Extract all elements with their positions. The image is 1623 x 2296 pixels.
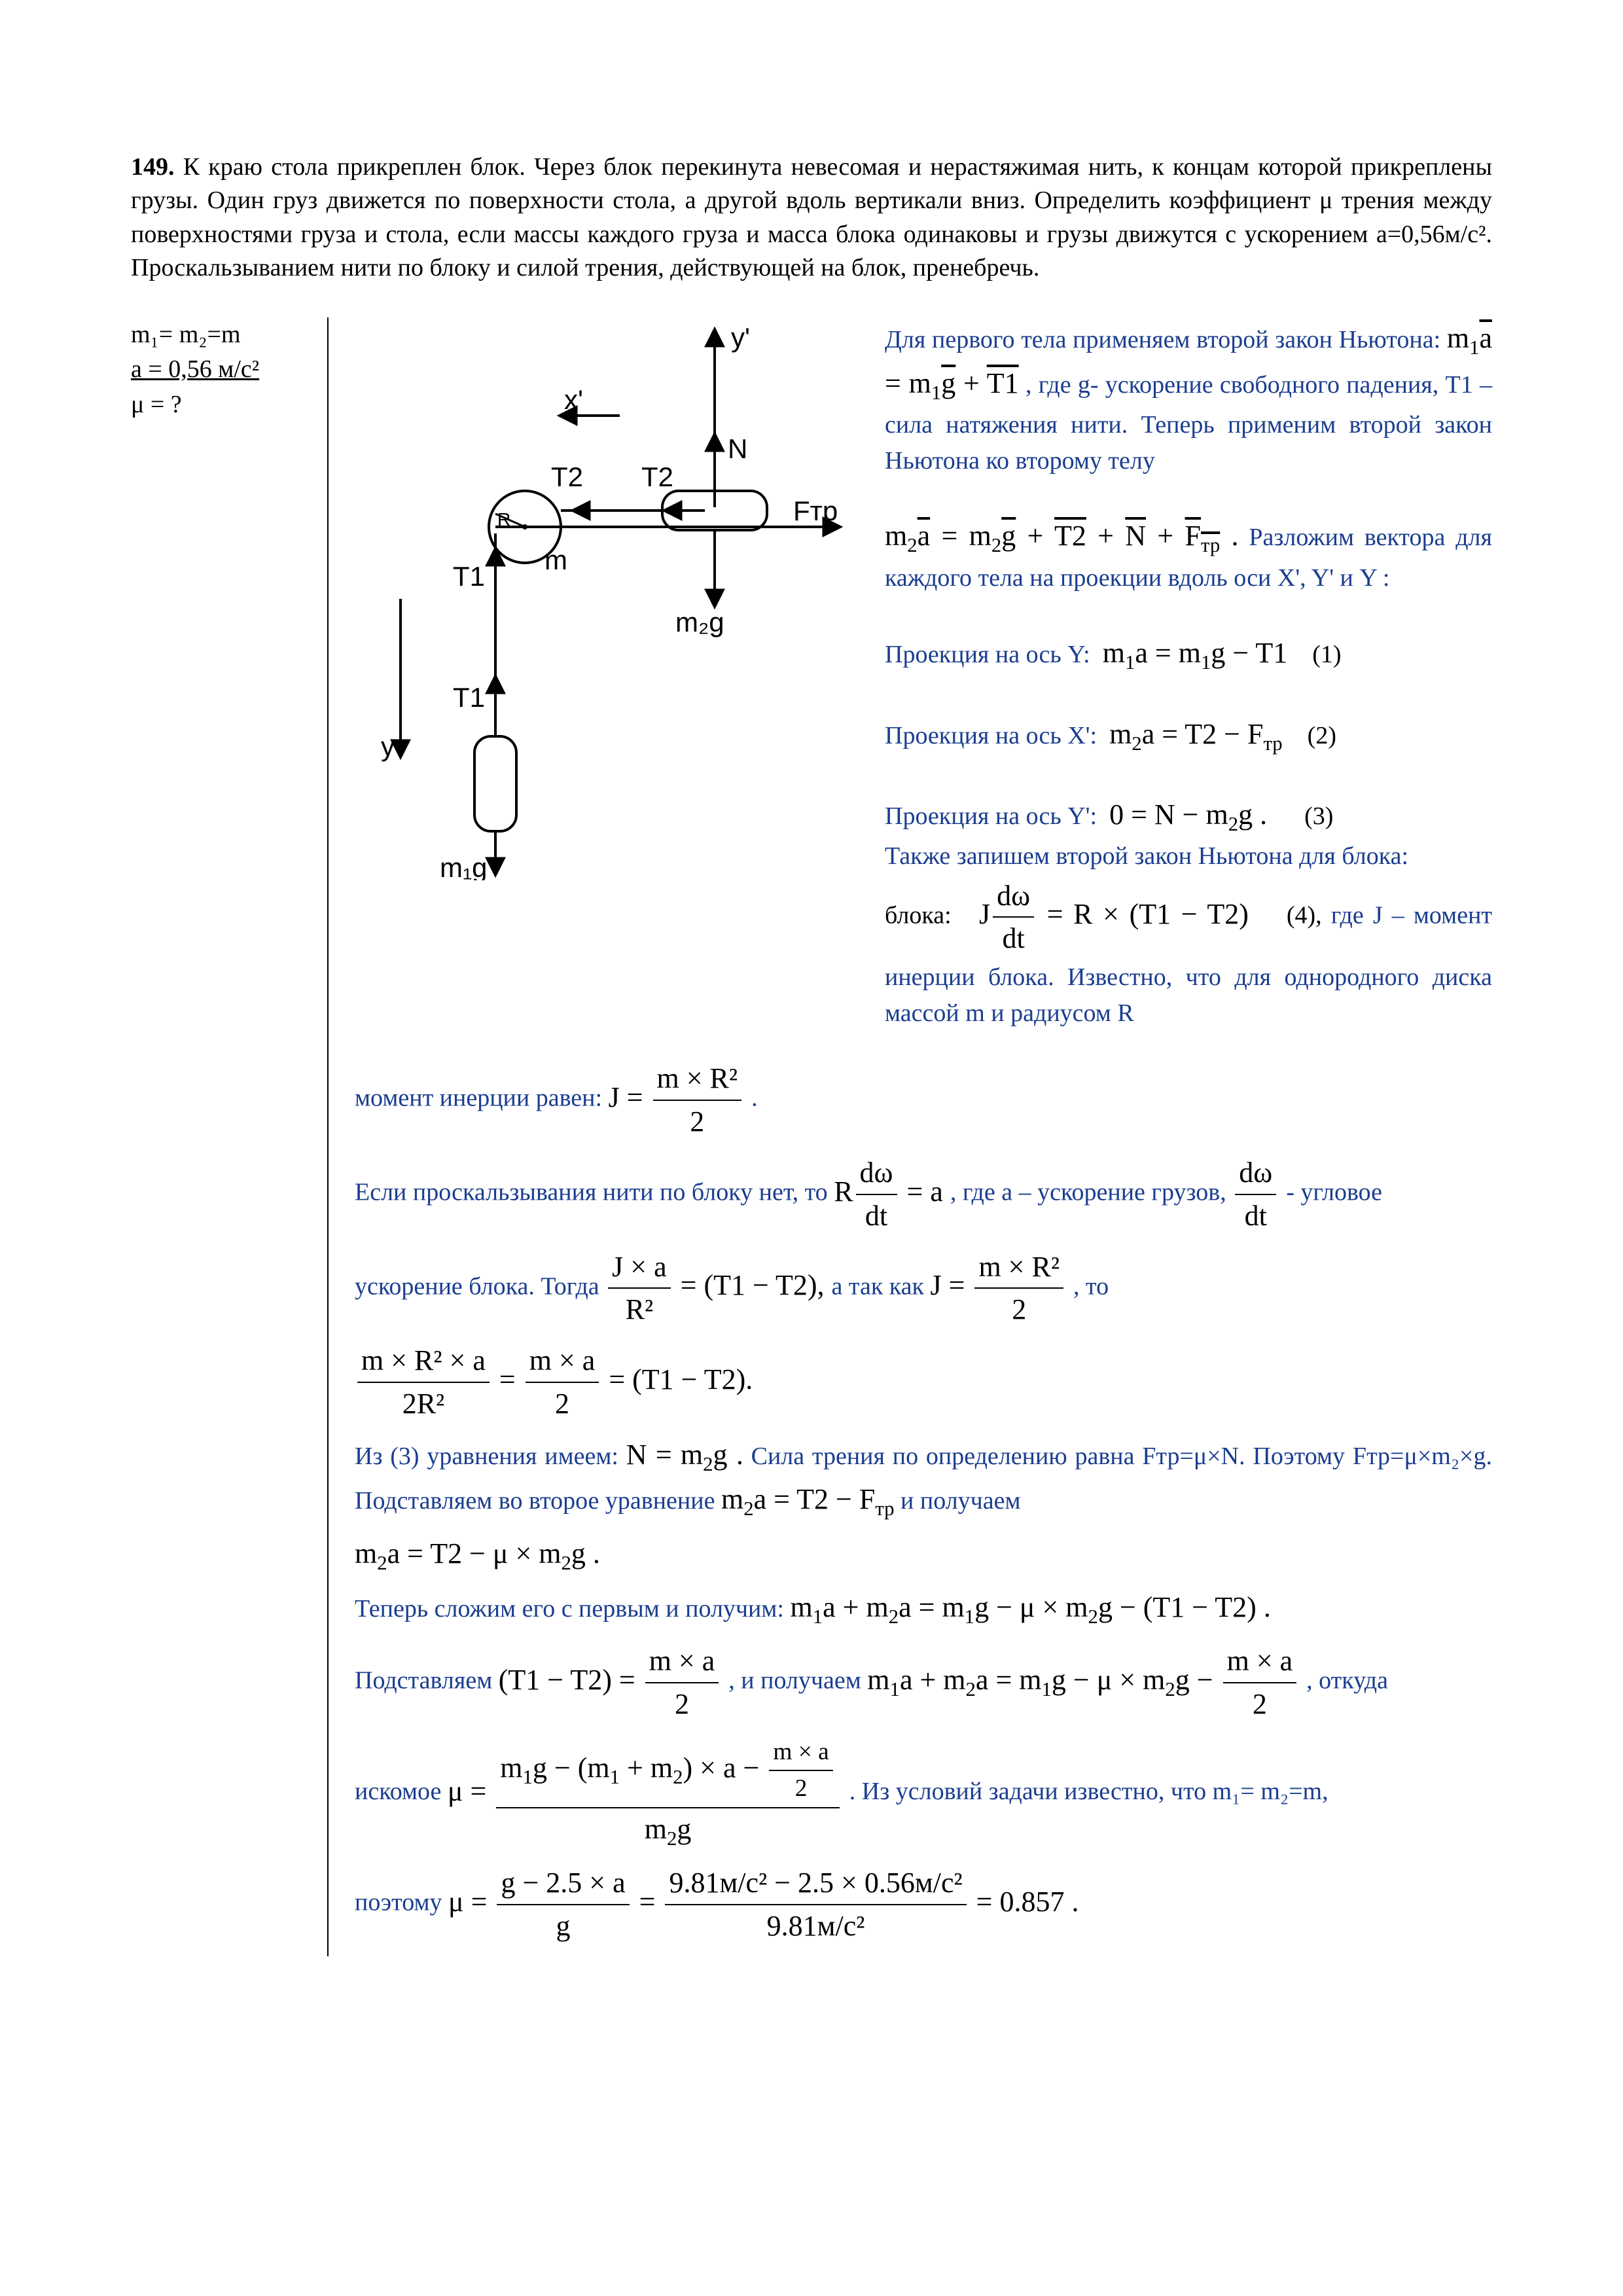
p6c: , то [1073,1272,1109,1300]
p1a: Для первого тела применяем второй закон … [885,326,1447,353]
problem-number: 149. [131,153,175,181]
proj-y-num: (1) [1312,641,1341,668]
svg-text:m: m [544,545,567,575]
svg-text:T2: T2 [641,461,673,492]
proj-x-eq: m2a = T2 − Fтр [1109,718,1283,750]
p9a: Теперь сложим его с первым и получим: [355,1595,790,1623]
svg-text:N: N [728,433,747,464]
solution-layout: m₁= m₂=m a = 0,56 м/с² μ = ? y' [131,317,1492,1956]
p5b: , где a – ускорение грузов, [950,1178,1232,1206]
diagram-and-intro: y' x' N Fтр R m [355,317,1492,1031]
eq5: Rdωdt = a [834,1175,950,1208]
eq6b: J = m × R²2 [931,1269,1074,1301]
proj-x-num: (2) [1308,722,1336,749]
physics-diagram: y' x' N Fтр R m [355,317,859,880]
proj-x-label: Проекция на ось X': [885,722,1097,749]
proj-yp-eq: 0 = N − m2g . [1109,798,1267,831]
svg-text:T1: T1 [453,682,485,713]
proj-yp-label: Проекция на ось Y': [885,802,1097,830]
intro-text: Для первого тела применяем второй закон … [885,317,1492,1031]
eqJ: J = m × R²2 [609,1081,752,1113]
p8a: Из (3) уравнения имеем: [355,1443,626,1470]
svg-text:y': y' [731,322,750,353]
eq9: m1a + m2a = m1g − μ × m2g − (T1 − T2) . [790,1591,1270,1623]
svg-text:m₂g: m₂g [675,607,724,637]
eq8d: m2a = T2 − μ × m2g . [355,1537,600,1570]
p3a: Также запишем второй закон Ньютона для б… [885,842,1408,870]
eq4: Jdωdt = R × (T1 − T2) [979,898,1258,930]
p10b: , и получаем [728,1667,867,1695]
svg-text:m₁g: m₁g [440,852,488,880]
p4b: . [751,1085,758,1112]
eq2: m2a = m2g + T2 + N + Fтр . [885,520,1239,552]
svg-text:T1: T1 [453,561,485,592]
eq6: J × aR² = (T1 − T2), [605,1269,831,1301]
eq10: (T1 − T2) = m × a2 [499,1664,728,1696]
given-find: μ = ? [131,387,301,422]
eq12: μ = g − 2.5 × ag = 9.81м/с² − 2.5 × 0.56… [448,1886,1079,1918]
p11b: . Из условий задачи известно, что m₁= m₂… [849,1778,1329,1805]
p5a: Если проскальзывания нити по блоку нет, … [355,1178,834,1206]
problem-statement: 149. К краю стола прикреплен блок. Через… [131,151,1492,285]
eq5c: dωdt [1232,1175,1286,1208]
svg-text:x': x' [564,384,583,415]
svg-text:T2: T2 [551,461,583,492]
vertical-rule [327,317,329,1956]
proj-yp-num: (3) [1304,802,1333,830]
p10a: Подставляем [355,1667,499,1695]
svg-text:Fтр: Fтр [793,495,838,526]
eq7: m × R² × a2R² = m × a2 = (T1 − T2). [355,1363,753,1395]
p8c: и получаем [901,1487,1021,1515]
eq4-num: (4), [1287,901,1322,929]
proj-y-eq: m1a = m1g − T1 [1103,637,1288,669]
p5c: - угловое [1286,1178,1382,1206]
p6a: ускорение блока. Тогда [355,1272,605,1300]
solution-column: y' x' N Fтр R m [355,317,1492,1956]
given-line-2: a = 0,56 м/с² [131,352,301,387]
p6b: а так как [832,1272,931,1300]
eq8: N = m2g . [626,1439,743,1471]
eq10c: m1a + m2a = m1g − μ × m2g − m × a2 [867,1664,1306,1696]
p4a: момент инерции равен: [355,1085,609,1112]
eq8c: m2a = T2 − Fтр [721,1483,895,1515]
givens-block: m₁= m₂=m a = 0,56 м/с² μ = ? [131,317,301,422]
proj-y-label: Проекция на ось Y: [885,641,1090,668]
p10c: , откуда [1306,1667,1388,1695]
given-line-1: m₁= m₂=m [131,317,301,352]
p11a: искомое [355,1778,448,1805]
eq11: μ = m1g − (m1 + m2) × a − m × a2 m2g [448,1775,849,1807]
p12a: поэтому [355,1888,448,1916]
solution-body: момент инерции равен: J = m × R²2 . Если… [355,1058,1492,1946]
problem-text: К краю стола прикреплен блок. Через блок… [131,153,1492,281]
p3a-block-label: блока: [885,901,970,929]
svg-text:y: y [381,731,395,762]
